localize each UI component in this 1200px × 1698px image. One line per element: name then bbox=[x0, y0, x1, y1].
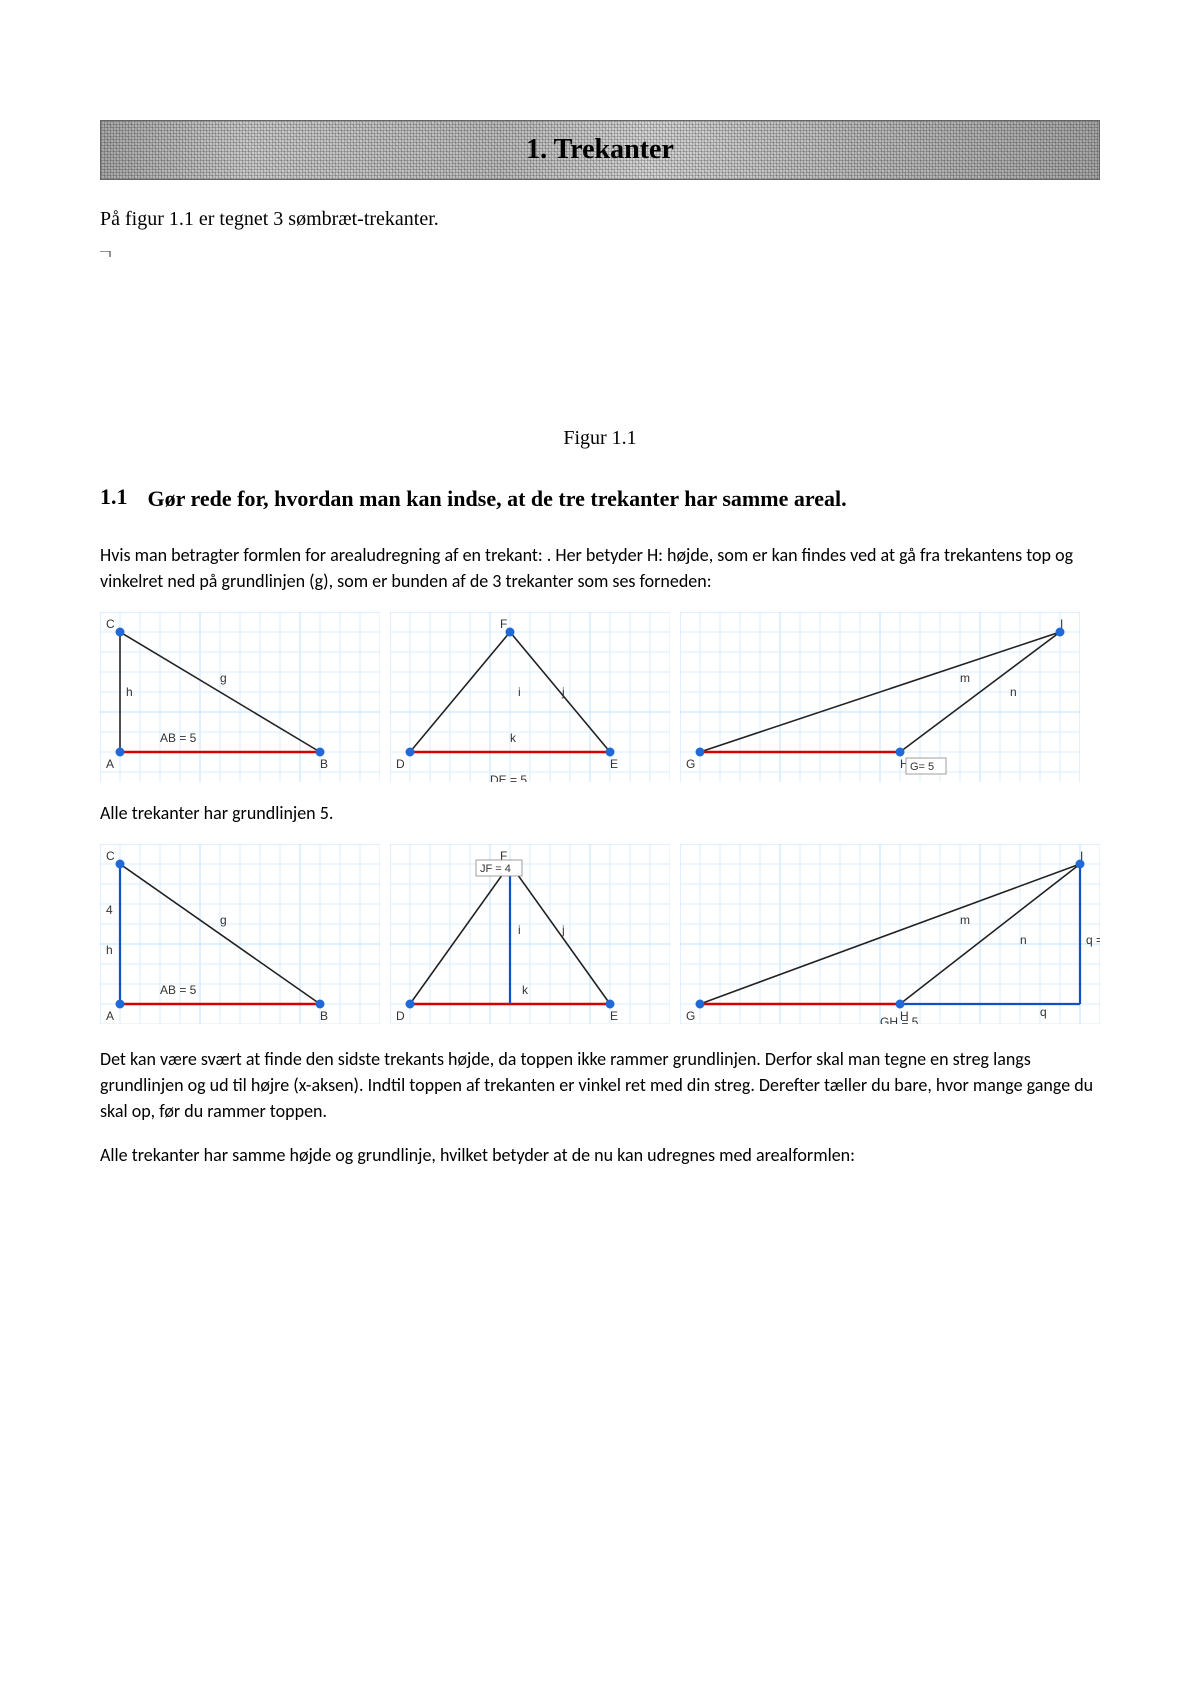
svg-text:i: i bbox=[518, 923, 521, 937]
figure-caption: Figur 1.1 bbox=[100, 427, 1100, 450]
svg-text:g: g bbox=[220, 913, 227, 927]
question-text: Gør rede for, hvordan man kan indse, at … bbox=[148, 484, 847, 514]
svg-text:g: g bbox=[220, 671, 227, 685]
svg-text:B: B bbox=[320, 1009, 328, 1023]
svg-text:q: q bbox=[1040, 1005, 1047, 1019]
paragraph-4: Alle trekanter har samme højde og grundl… bbox=[100, 1142, 1100, 1168]
paragraph-2: Alle trekanter har grundlinjen 5. bbox=[100, 800, 1100, 826]
intro-text: På figur 1.1 er tegnet 3 sømbræt-trekant… bbox=[100, 208, 1100, 231]
svg-text:AB = 5: AB = 5 bbox=[160, 983, 197, 997]
svg-text:D: D bbox=[396, 757, 405, 771]
svg-text:4: 4 bbox=[106, 903, 113, 917]
svg-text:i: i bbox=[518, 685, 521, 699]
svg-text:C: C bbox=[106, 849, 115, 863]
svg-text:m: m bbox=[960, 671, 970, 685]
svg-text:JF = 4: JF = 4 bbox=[480, 863, 511, 875]
svg-text:D: D bbox=[396, 1009, 405, 1023]
svg-text:E: E bbox=[610, 757, 618, 771]
question-1-1: 1.1 Gør rede for, hvordan man kan indse,… bbox=[100, 484, 1100, 514]
svg-text:h: h bbox=[126, 685, 133, 699]
svg-text:q = 4: q = 4 bbox=[1086, 933, 1100, 947]
svg-text:I: I bbox=[1080, 849, 1083, 863]
triangle-panel: 4 g h AB = 5 A B C bbox=[100, 844, 380, 1024]
svg-text:G: G bbox=[686, 757, 695, 771]
chapter-banner: 1. Trekanter bbox=[100, 120, 1100, 180]
svg-text:G= 5: G= 5 bbox=[910, 761, 934, 773]
paragraph-1: Hvis man betragter formlen for arealudre… bbox=[100, 542, 1100, 594]
svg-text:AB = 5: AB = 5 bbox=[160, 731, 197, 745]
svg-text:A: A bbox=[106, 1009, 114, 1023]
svg-text:GH = 5: GH = 5 bbox=[880, 1015, 919, 1024]
triangle-panel: h g A B C AB = 5 bbox=[100, 612, 380, 782]
triangle-panel: GHImnqGH = 5q = 4 bbox=[680, 844, 1100, 1024]
svg-text:B: B bbox=[320, 757, 328, 771]
svg-text:j: j bbox=[561, 685, 565, 699]
triangle-row-2: 4ghAB = 5ABCijDEFkDE = 5JF = 4GHImnqGH =… bbox=[100, 844, 1100, 1024]
triangle-panel: ijDEFkDE = 5JF = 4 bbox=[390, 844, 670, 1024]
svg-text:A: A bbox=[106, 757, 114, 771]
figure-1-1 bbox=[100, 251, 1100, 421]
chapter-title: 1. Trekanter bbox=[526, 134, 674, 166]
svg-text:I: I bbox=[1060, 617, 1063, 631]
svg-text:E: E bbox=[610, 1009, 618, 1023]
svg-text:F: F bbox=[500, 617, 507, 631]
svg-text:G: G bbox=[686, 1009, 695, 1023]
triangle-panel: GHImnG= 5 bbox=[680, 612, 1080, 782]
question-number: 1.1 bbox=[100, 484, 128, 514]
svg-text:k: k bbox=[510, 731, 517, 745]
triangle-panel: i j D E Fk DE = 5 bbox=[390, 612, 670, 782]
svg-text:n: n bbox=[1020, 933, 1027, 947]
svg-text:k: k bbox=[522, 983, 529, 997]
svg-text:n: n bbox=[1010, 685, 1017, 699]
triangle-row-1: hgABCAB = 5ijDEFkDE = 5GHImnG= 5 bbox=[100, 612, 1100, 782]
svg-text:m: m bbox=[960, 913, 970, 927]
svg-text:DE = 5: DE = 5 bbox=[490, 773, 527, 782]
paragraph-3: Det kan være svært at finde den sidste t… bbox=[100, 1046, 1100, 1124]
svg-text:j: j bbox=[561, 923, 565, 937]
svg-text:C: C bbox=[106, 617, 115, 631]
svg-text:h: h bbox=[106, 943, 113, 957]
